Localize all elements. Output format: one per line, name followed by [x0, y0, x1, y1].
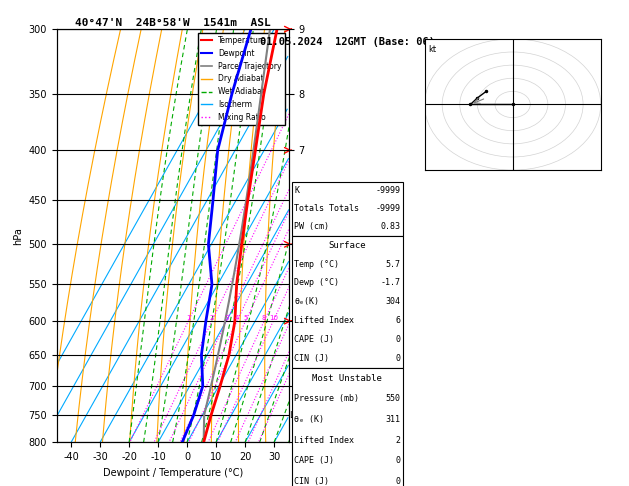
Text: 304: 304 — [386, 297, 400, 306]
Text: 4: 4 — [235, 315, 239, 321]
Title: 40°47'N  24B°58'W  1541m  ASL: 40°47'N 24B°58'W 1541m ASL — [75, 18, 270, 28]
Text: 01.05.2024  12GMT (Base: 06): 01.05.2024 12GMT (Base: 06) — [260, 37, 435, 48]
Text: 10: 10 — [269, 315, 278, 321]
Text: Totals Totals: Totals Totals — [294, 204, 359, 213]
X-axis label: Dewpoint / Temperature (°C): Dewpoint / Temperature (°C) — [103, 468, 243, 478]
Text: 8: 8 — [262, 315, 266, 321]
Text: Temp (°C): Temp (°C) — [294, 260, 339, 269]
Text: K: K — [294, 187, 299, 195]
Text: CAPE (J): CAPE (J) — [294, 456, 334, 466]
Text: PW (cm): PW (cm) — [294, 222, 329, 231]
Text: Pressure (mb): Pressure (mb) — [294, 394, 359, 403]
Text: 2: 2 — [209, 315, 214, 321]
FancyBboxPatch shape — [292, 368, 403, 486]
Text: Lifted Index: Lifted Index — [294, 435, 354, 445]
Text: 5.7: 5.7 — [386, 260, 400, 269]
Text: Surface: Surface — [328, 241, 366, 250]
Text: 0: 0 — [396, 354, 400, 363]
Text: 0: 0 — [396, 335, 400, 344]
Text: 311: 311 — [386, 415, 400, 424]
Text: Most Unstable: Most Unstable — [313, 374, 382, 383]
Y-axis label: km
ASL: km ASL — [318, 236, 333, 255]
Text: 0: 0 — [396, 477, 400, 486]
Text: CAPE (J): CAPE (J) — [294, 335, 334, 344]
Text: kt: kt — [428, 45, 437, 54]
Text: Dewp (°C): Dewp (°C) — [294, 278, 339, 287]
Text: -9999: -9999 — [376, 187, 400, 195]
Text: -9999: -9999 — [376, 204, 400, 213]
Y-axis label: hPa: hPa — [13, 227, 23, 244]
Text: LCL: LCL — [289, 411, 304, 419]
Text: Lifted Index: Lifted Index — [294, 316, 354, 325]
Text: 2: 2 — [396, 435, 400, 445]
Text: 5: 5 — [243, 315, 248, 321]
Text: 6: 6 — [396, 316, 400, 325]
Text: θₑ (K): θₑ (K) — [294, 415, 325, 424]
Text: 0.83: 0.83 — [381, 222, 400, 231]
Text: -1.7: -1.7 — [381, 278, 400, 287]
Text: 1: 1 — [186, 315, 191, 321]
Text: CIN (J): CIN (J) — [294, 354, 329, 363]
Text: 0: 0 — [396, 456, 400, 466]
Legend: Temperature, Dewpoint, Parcel Trajectory, Dry Adiabat, Wet Adiabat, Isotherm, Mi: Temperature, Dewpoint, Parcel Trajectory… — [198, 33, 285, 125]
Text: θₑ(K): θₑ(K) — [294, 297, 320, 306]
Text: 3: 3 — [224, 315, 228, 321]
FancyBboxPatch shape — [292, 236, 403, 368]
FancyBboxPatch shape — [292, 182, 403, 236]
Text: CIN (J): CIN (J) — [294, 477, 329, 486]
Text: Mixing Ratio (g/kg): Mixing Ratio (g/kg) — [316, 196, 325, 276]
Text: 550: 550 — [386, 394, 400, 403]
